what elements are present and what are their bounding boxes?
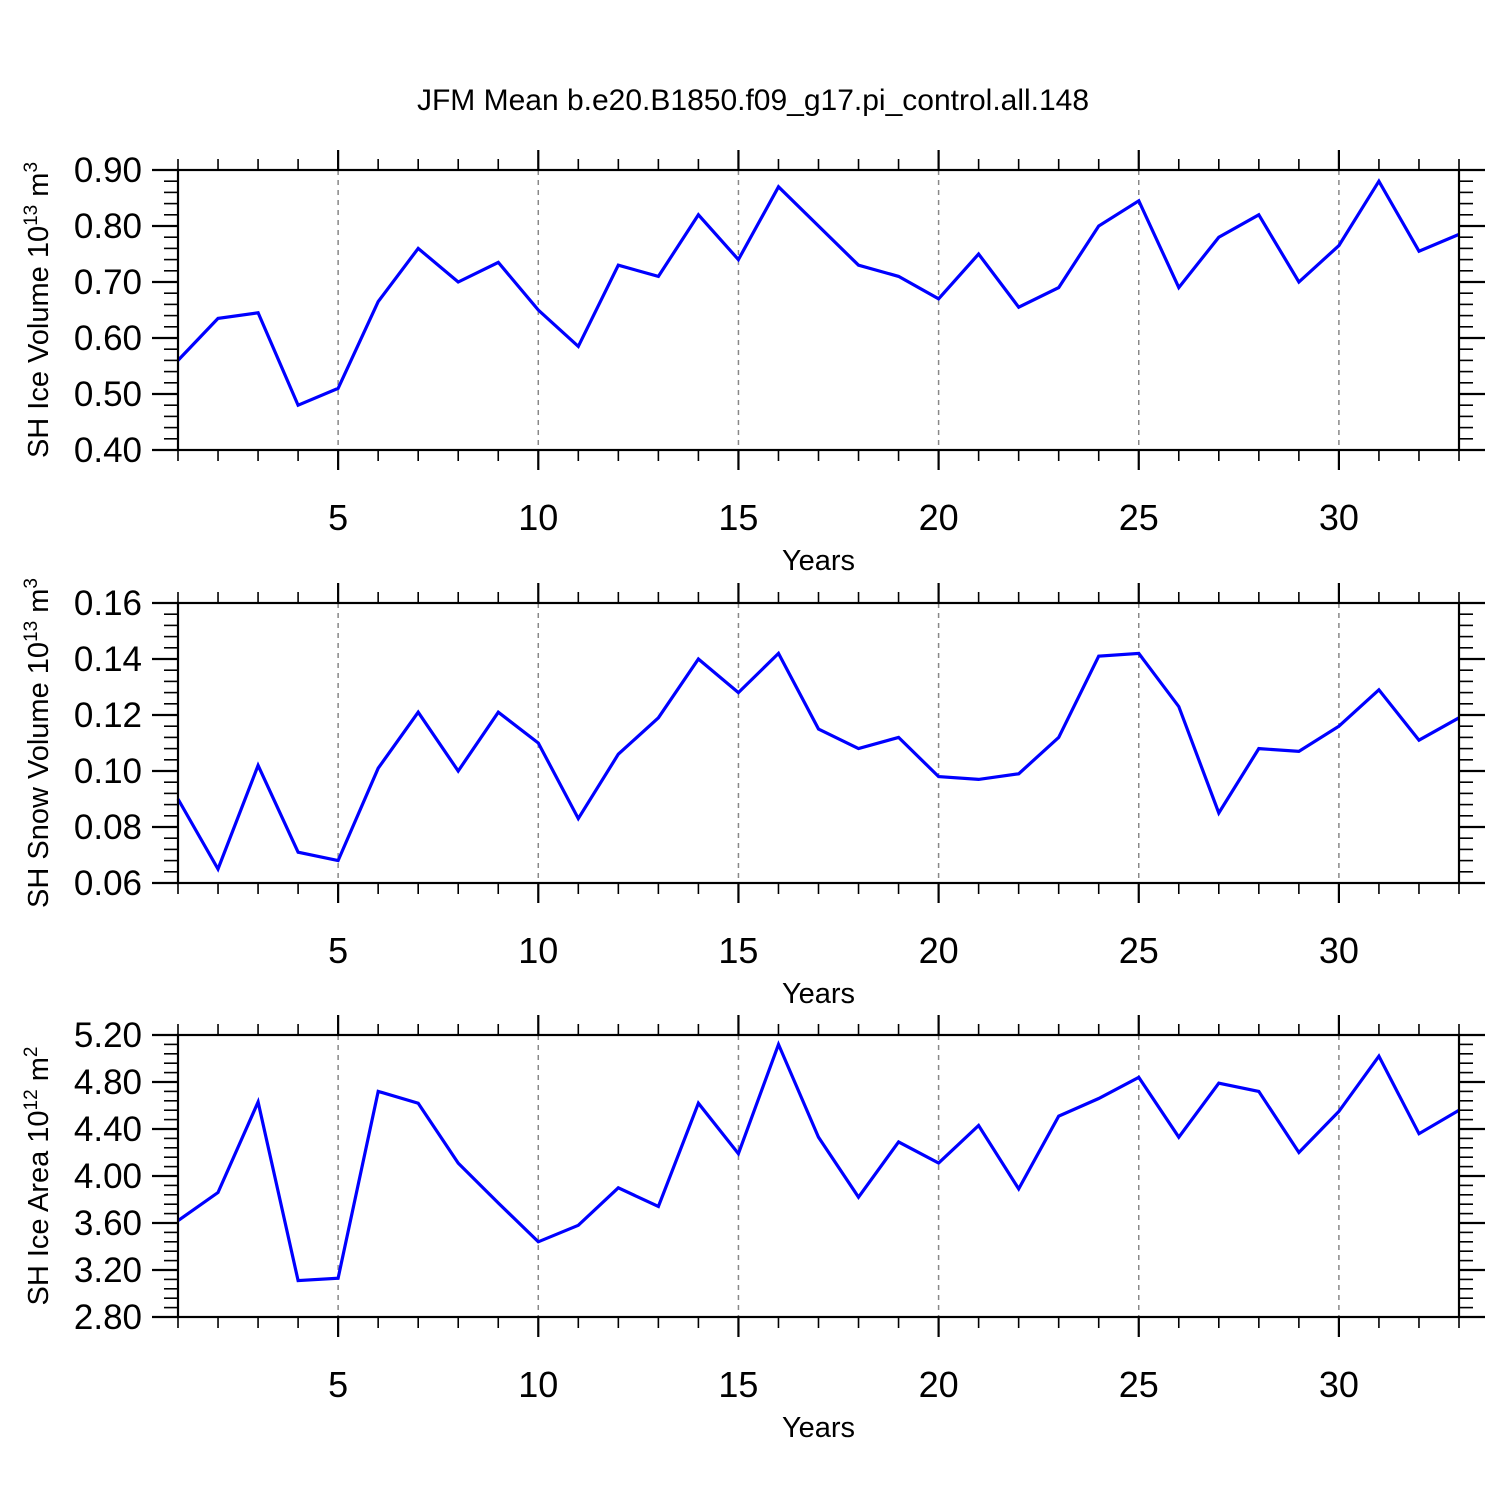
y-tick-label: 3.60 (74, 1204, 142, 1243)
y-tick-label: 0.70 (74, 263, 142, 302)
y-axis-title: SH Snow Volume 1013​ m3​ (21, 578, 55, 908)
y-tick-label: 0.60 (74, 319, 142, 358)
y-tick-label: 0.08 (74, 808, 142, 847)
x-tick-label: 20 (919, 1364, 959, 1405)
y-axis-title: SH Ice Area 1012​ m2​ (21, 1047, 55, 1306)
x-tick-label: 25 (1119, 930, 1159, 971)
x-tick-label: 30 (1319, 930, 1359, 971)
data-line (176, 178, 1460, 408)
x-tick-label: 15 (718, 497, 758, 538)
data-line (177, 1040, 1460, 1283)
panel-sh-snow-volume: 5 10 15 20 25 30 0.06 0.08 0.10 0.12 0.14 0.16 Years… (21, 578, 1485, 1010)
y-tick-label: 4.80 (74, 1063, 142, 1102)
y-axis-title: SH Ice Volume 1013​ m3​ (21, 162, 55, 458)
chart-title: JFM Mean b.e20.B1850.f09_g17.pi_control.… (417, 84, 1089, 117)
x-tick-label: 5 (328, 497, 348, 538)
y-tick-label: 2.80 (74, 1298, 142, 1337)
plot-box (176, 1033, 1461, 1319)
x-tick-label: 15 (718, 930, 758, 971)
y-tick-label: 0.16 (74, 584, 142, 623)
y-tick-label: 0.50 (74, 375, 142, 414)
x-tick-label: 10 (518, 497, 558, 538)
y-tick-label: 0.10 (74, 752, 142, 791)
x-axis-title: Years (782, 1412, 855, 1444)
y-tick-label: 0.90 (74, 151, 142, 190)
x-tick-label: 30 (1319, 497, 1359, 538)
plot-box (176, 601, 1461, 885)
x-tick-label: 20 (919, 497, 959, 538)
y-tick-label: 0.40 (74, 431, 142, 470)
y-tick-label: 0.06 (74, 864, 142, 903)
x-axis-title: Years (782, 545, 855, 577)
x-tick-label: 25 (1119, 497, 1159, 538)
y-tick-label: 0.80 (74, 207, 142, 246)
y-tick-label: 4.00 (74, 1157, 142, 1196)
data-line (176, 650, 1460, 873)
x-tick-label: 15 (718, 1364, 758, 1405)
panel-sh-ice-area: 5 10 15 20 25 30 2.80 3.20 3.60 4.00 4.40 4.80 5.20 Y… (21, 1015, 1485, 1444)
x-tick-label: 5 (328, 1364, 348, 1405)
y-tick-label: 0.12 (74, 696, 142, 735)
x-tick-label: 5 (328, 930, 348, 971)
y-tick-label: 5.20 (74, 1016, 142, 1055)
x-tick-label: 10 (518, 1364, 558, 1405)
x-tick-label: 10 (518, 930, 558, 971)
x-tick-label: 30 (1319, 1364, 1359, 1405)
y-tick-label: 3.20 (74, 1251, 142, 1290)
x-tick-label: 20 (919, 930, 959, 971)
plot-box (176, 168, 1461, 452)
x-axis-title: Years (782, 978, 855, 1010)
panel-sh-ice-volume: 5 10 15 20 25 30 0.40 0.50 0.60 0.70 0.80 0.90 Years… (21, 150, 1485, 577)
y-tick-label: 4.40 (74, 1110, 142, 1149)
x-tick-label: 25 (1119, 1364, 1159, 1405)
y-tick-label: 0.14 (74, 640, 142, 679)
